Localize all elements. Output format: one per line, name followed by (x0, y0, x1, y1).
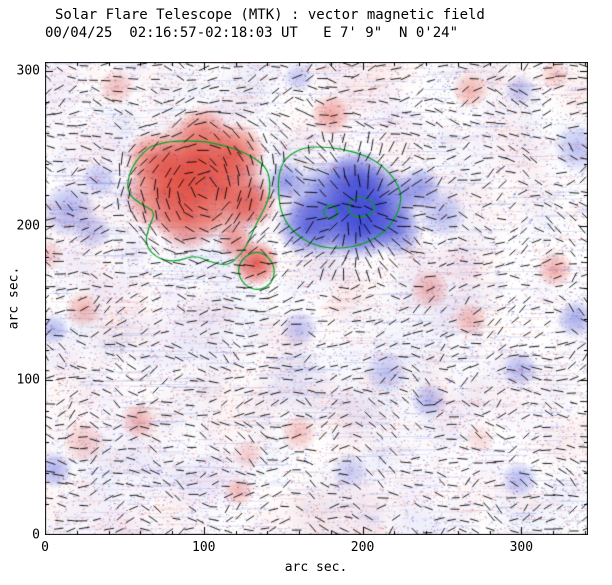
x-tick-label: 200 (350, 540, 375, 555)
y-tick-label: 100 (16, 372, 40, 388)
x-tick-label: 300 (509, 540, 534, 555)
x-axis-label: arc sec. (284, 560, 348, 575)
y-axis-label: arc sec. (6, 266, 22, 330)
magnetogram-canvas (45, 62, 588, 535)
y-tick-label: 200 (16, 218, 40, 234)
y-tick-label: 0 (32, 527, 40, 543)
y-tick-label: 300 (16, 63, 40, 79)
plot-subtitle: 00/04/25 02:16:57-02:18:03 UT E 7' 9" N … (45, 25, 459, 41)
plot-title: Solar Flare Telescope (MTK) : vector mag… (55, 7, 485, 23)
x-tick-label: 100 (192, 540, 216, 555)
x-tick-label: 0 (41, 540, 49, 555)
